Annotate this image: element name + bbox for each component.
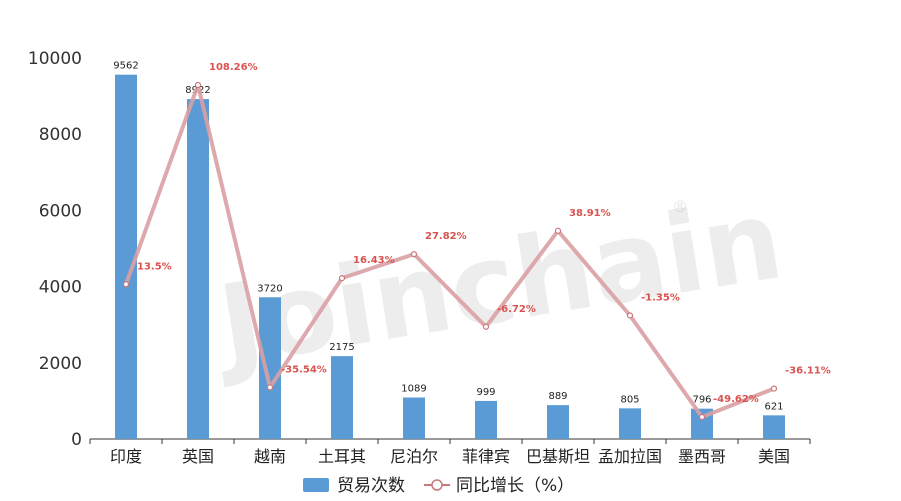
line-point	[266, 384, 274, 391]
legend-bar-swatch	[303, 478, 329, 492]
line-value-label: -49.62%	[713, 394, 759, 405]
y-tick-label: 2000	[39, 354, 82, 374]
line-point	[626, 312, 634, 319]
x-tick-label: 孟加拉国	[598, 447, 662, 466]
bar	[763, 415, 785, 439]
line-value-label: -36.11%	[785, 366, 831, 377]
bar	[331, 356, 353, 439]
x-tick-label: 美国	[758, 447, 790, 466]
bar	[475, 400, 497, 439]
legend-bar-label: 贸易次数	[337, 476, 405, 496]
line-point	[122, 281, 130, 288]
line-value-label: 13.5%	[137, 261, 172, 272]
line-value-label: -35.54%	[281, 364, 327, 375]
watermark-text: Joinchain	[204, 175, 790, 391]
x-tick-label: 英国	[182, 447, 214, 466]
x-tick-label: 尼泊尔	[390, 447, 438, 466]
line-value-label: -1.35%	[641, 292, 680, 303]
line-point	[554, 227, 562, 234]
x-tick-label: 土耳其	[318, 447, 366, 466]
bar	[403, 397, 425, 439]
bar-value-label: 9562	[113, 61, 138, 72]
bar-value-label: 999	[476, 387, 495, 398]
line-point	[194, 81, 202, 89]
line-point	[338, 275, 346, 282]
x-tick-label: 墨西哥	[678, 447, 726, 466]
bar-value-label: 3720	[257, 283, 282, 294]
bar	[619, 408, 641, 439]
line-point	[410, 251, 418, 258]
bar	[187, 99, 209, 439]
x-tick-label: 越南	[254, 447, 286, 466]
bar-value-label: 621	[764, 401, 783, 412]
x-tick-label: 巴基斯坦	[526, 447, 590, 466]
line-value-label: 16.43%	[353, 255, 395, 266]
line-point	[698, 413, 706, 421]
bar-value-label: 1089	[401, 384, 426, 395]
line-value-label: -6.72%	[497, 304, 536, 315]
bar-value-label: 889	[548, 391, 567, 402]
y-tick-label: 0	[71, 430, 82, 450]
bar-value-label: 805	[620, 394, 639, 405]
bar	[259, 297, 281, 439]
y-tick-label: 8000	[39, 125, 82, 145]
bar	[547, 405, 569, 439]
bar-value-label: 2175	[329, 342, 354, 353]
growth-line	[124, 83, 775, 419]
x-tick-label: 印度	[110, 447, 142, 466]
line-point	[770, 385, 778, 392]
watermark-registered-mark: ®	[672, 197, 688, 216]
line-value-label: 27.82%	[425, 231, 467, 242]
line-series: 13.5% 108.26% -35.54% 16.43% 27.82% -6.72% 38.…	[122, 62, 831, 421]
legend: 贸易次数 同比增长（%）	[303, 476, 574, 496]
bar	[115, 74, 137, 439]
x-axis: 印度 英国 越南 土耳其 尼泊尔 菲律宾 巴基斯坦 孟加拉国 墨西哥 美国	[89, 438, 811, 466]
legend-line-marker	[431, 479, 443, 491]
watermark: Joinchain ®	[204, 175, 790, 391]
y-tick-label: 10000	[28, 49, 82, 69]
legend-line-label: 同比增长（%）	[456, 476, 574, 496]
y-axis: 0 2000 4000 6000 8000 10000	[28, 49, 82, 450]
y-tick-label: 6000	[39, 201, 82, 221]
line-value-label: 108.26%	[209, 62, 258, 73]
bar-value-label: 796	[692, 395, 711, 406]
y-tick-label: 4000	[39, 278, 82, 298]
line-value-label: 38.91%	[569, 208, 611, 219]
line-point	[482, 323, 490, 330]
x-tick-label: 菲律宾	[462, 447, 510, 466]
